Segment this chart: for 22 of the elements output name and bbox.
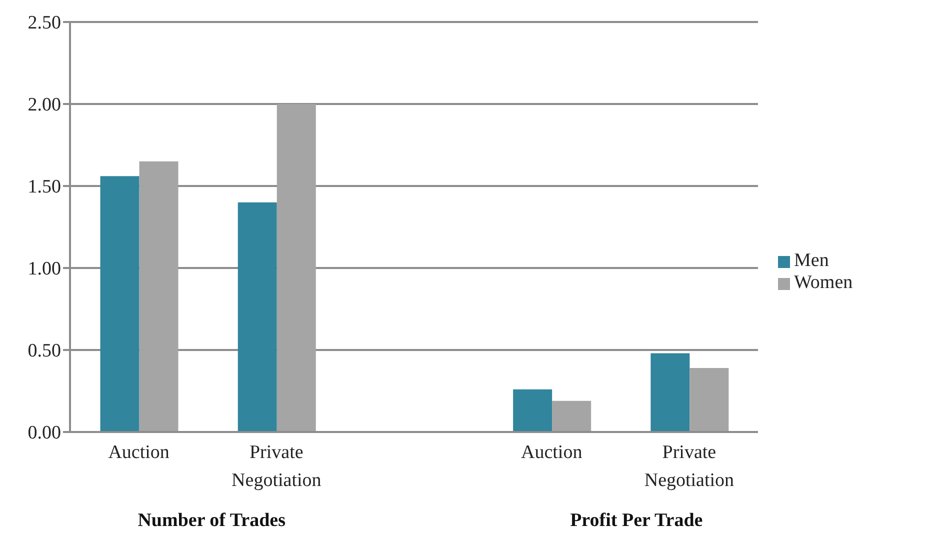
bar xyxy=(552,400,592,432)
x-tick-label: Auction xyxy=(520,442,583,463)
y-tick-label: 0.50 xyxy=(28,340,61,362)
x-tick-label: Auction xyxy=(108,442,170,463)
legend-label: Men xyxy=(794,250,829,271)
x-tick-label: Private Negotiation xyxy=(232,442,322,491)
bar xyxy=(513,389,552,432)
y-tick-label: 1.50 xyxy=(28,176,61,198)
legend-label: Women xyxy=(794,272,853,293)
y-tick-label: 1.00 xyxy=(28,258,61,280)
y-tick-label: 2.50 xyxy=(28,12,61,34)
bar xyxy=(276,104,316,432)
text: Profit Per Trade xyxy=(569,510,704,532)
bar xyxy=(100,176,140,432)
bar xyxy=(238,202,277,432)
bar xyxy=(139,161,178,432)
bar xyxy=(690,368,729,432)
bar xyxy=(650,353,690,432)
y-tick-label: 0.00 xyxy=(28,422,61,444)
text: Number of Trades xyxy=(136,510,286,532)
x-tick-label: Private Negotiation xyxy=(644,442,735,491)
y-tick-label: 2.00 xyxy=(28,94,61,116)
